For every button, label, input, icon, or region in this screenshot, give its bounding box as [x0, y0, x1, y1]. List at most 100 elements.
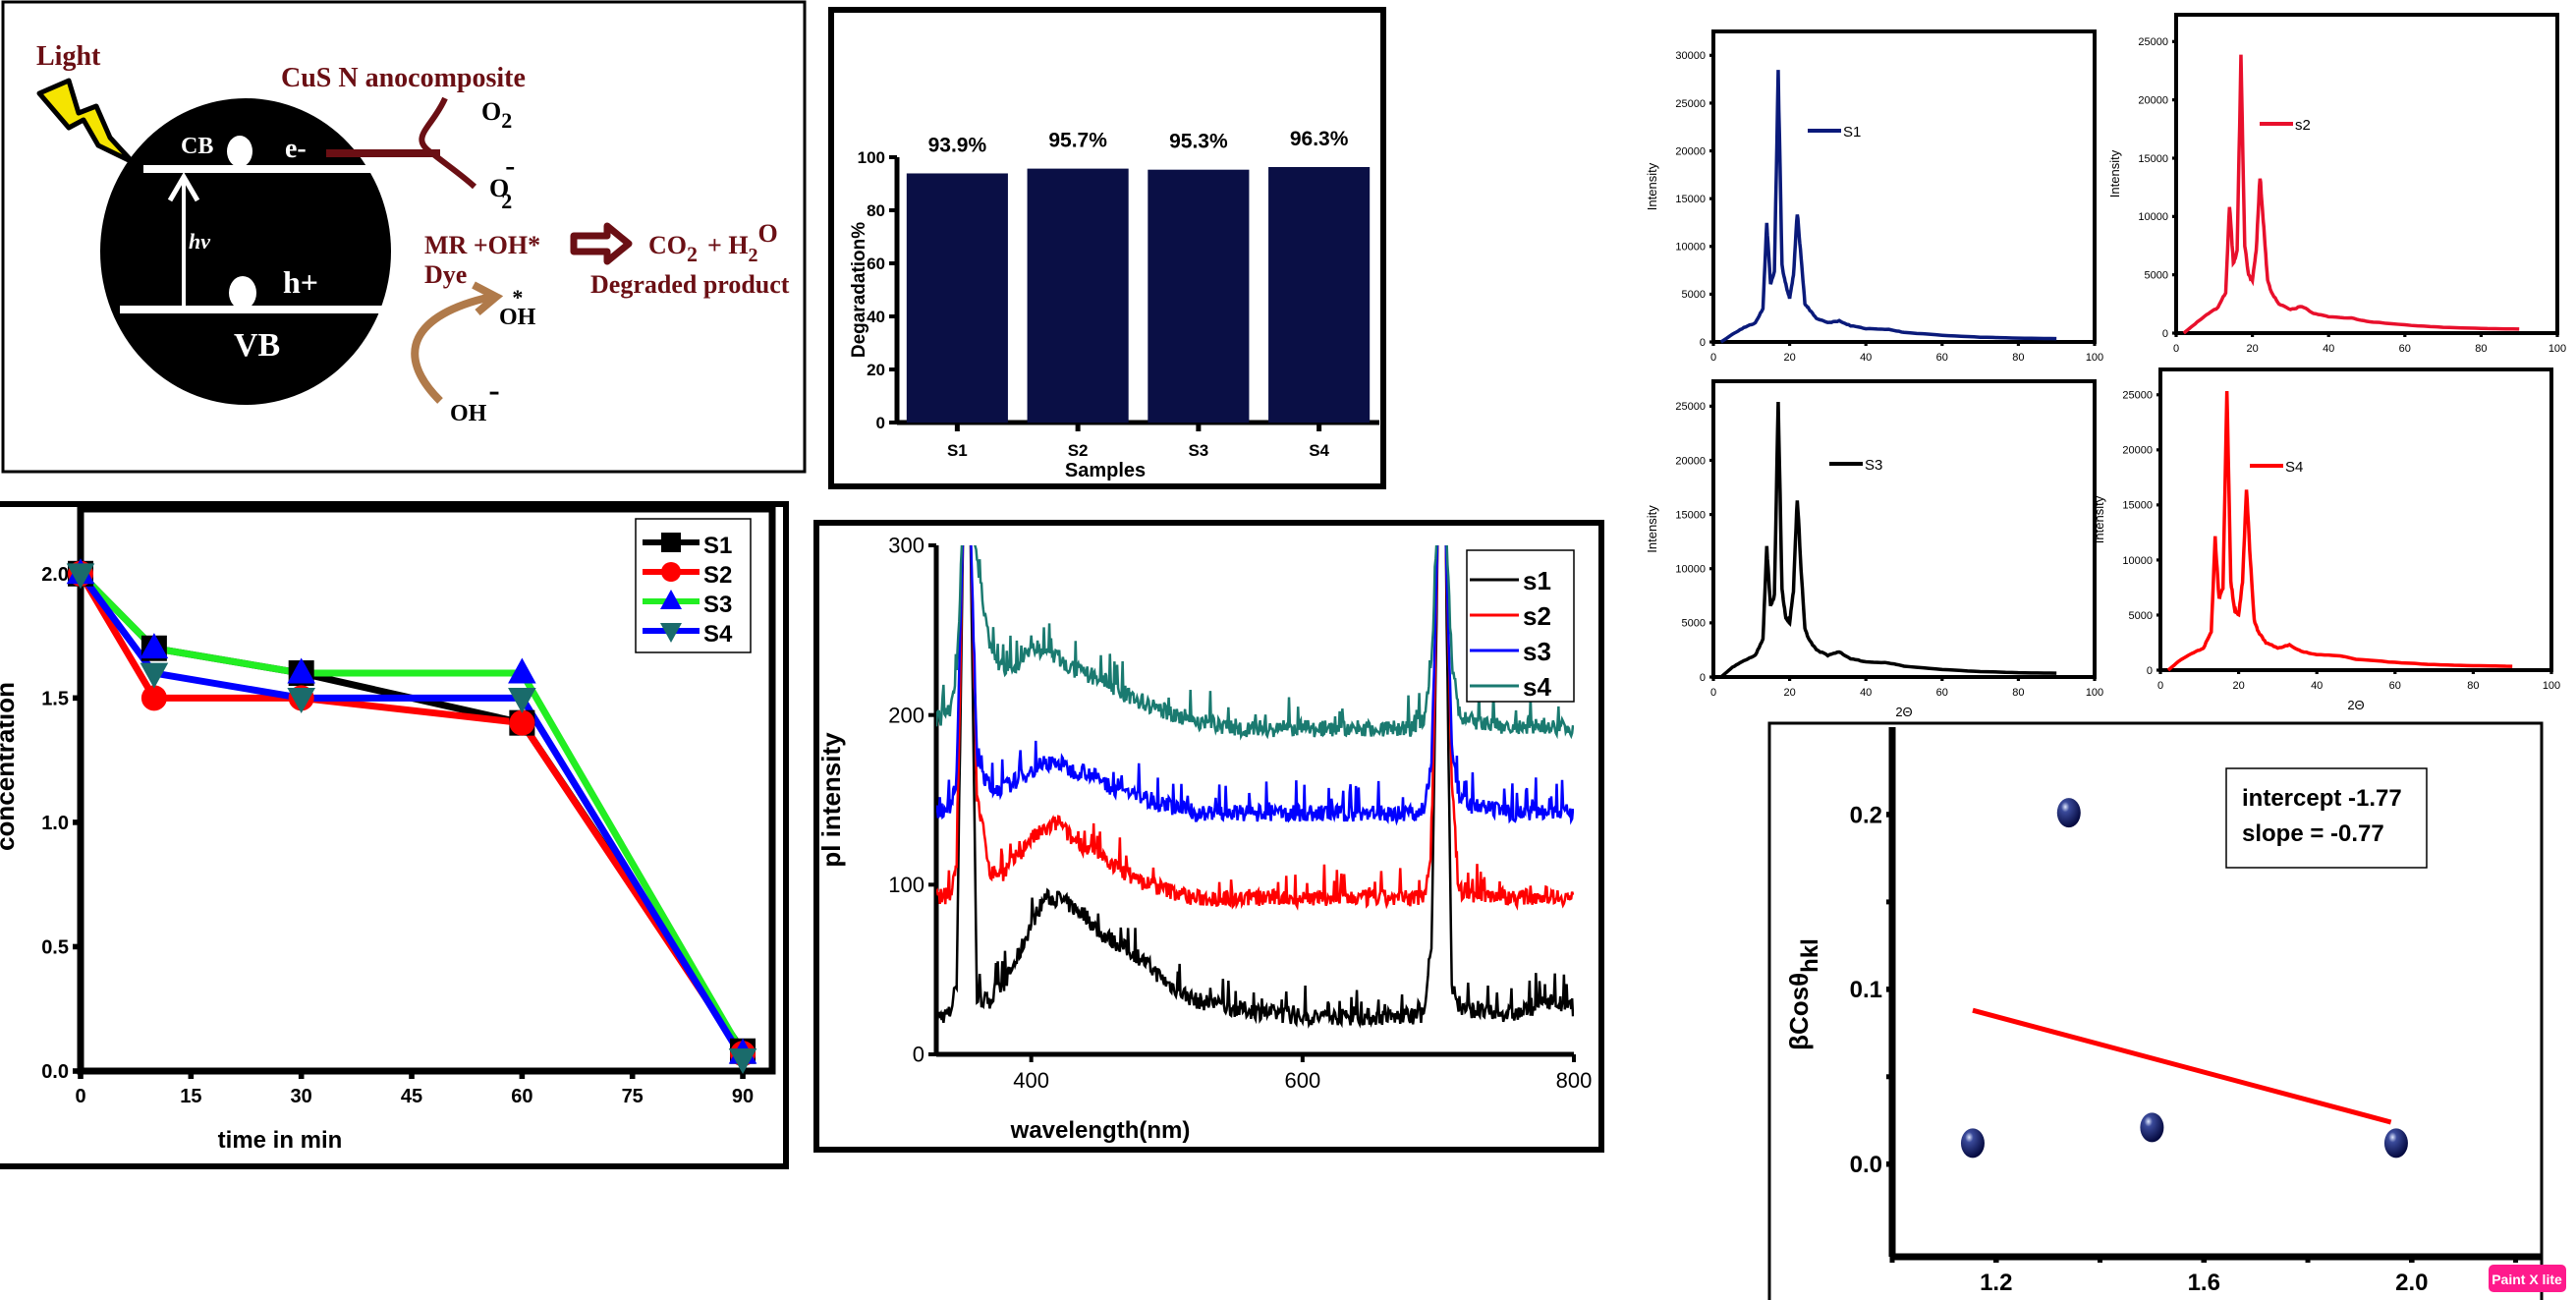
plot-frame	[1711, 379, 2097, 679]
y-tick-label: 0	[2162, 328, 2168, 340]
legend-label: S2	[703, 562, 732, 589]
bar-S1	[906, 173, 1008, 423]
pl-spectra-chart: 0 100 200 300 400 600 800 s1 s2 s3 s4 pl intensity w…	[813, 520, 1604, 1153]
x-tick-label: 15	[180, 1086, 201, 1107]
y-tick-label: 0.5	[41, 936, 69, 958]
plot-frame	[2158, 367, 2553, 672]
x-tick-label: 45	[401, 1086, 422, 1107]
plot-frame	[1711, 29, 2097, 344]
y-tick-label: 0.1	[1850, 977, 1882, 1003]
y-axis-label: Intensity	[1645, 505, 1659, 553]
dye-reaction-label: MR +OH*	[424, 231, 540, 259]
x-tick-label: S1	[947, 441, 968, 460]
data-point	[1960, 1128, 1985, 1159]
marker-triangle-down	[660, 623, 682, 643]
bar-value-label: 96.3%	[1290, 128, 1349, 150]
y-tick-label: 0	[1700, 672, 1706, 684]
series-s3	[936, 545, 1574, 826]
markers-S4	[66, 563, 757, 1074]
annotation-line: slope = -0.77	[2242, 820, 2384, 847]
legend-label: S4	[703, 621, 733, 648]
lightning-bolt-icon	[36, 78, 136, 165]
legend-label: s1	[1523, 566, 1551, 595]
data-point	[2056, 798, 2081, 828]
x-tick-label: 100	[2543, 680, 2560, 692]
bar-value-label: 93.9%	[928, 134, 987, 156]
y-tick-label: 20	[867, 361, 885, 379]
y-tick-label: 0	[913, 1043, 924, 1067]
legend-label: S3	[703, 592, 732, 618]
photon-label: hν	[189, 229, 210, 254]
marker-triangle-up	[660, 590, 682, 609]
legend-label: s2	[1523, 601, 1551, 631]
x-tick-label: 40	[1860, 352, 1872, 364]
data-point	[2383, 1128, 2408, 1159]
hydroxyl-conversion-arrow	[411, 293, 492, 404]
legend-label: s3	[1523, 637, 1551, 666]
bar-value-label: 95.3%	[1169, 131, 1228, 153]
bar-value-label: 95.7%	[1048, 130, 1107, 152]
x-tick-label: 0	[75, 1086, 85, 1107]
series-s2	[2182, 54, 2520, 335]
reaction-arrow-icon	[570, 222, 633, 265]
xrd-s1-chart: 0 5000 10000 15000 20000 25000 30000 0 20 40 60 80 1…	[1645, 29, 2103, 364]
x-tick-label: 0	[2173, 343, 2179, 355]
y-tick-label: 15000	[1675, 194, 1706, 205]
watermark-text: Paint X lite	[2492, 1272, 2562, 1287]
legend: S1 S2 S3 S4	[635, 518, 752, 653]
y-tick-label: 300	[888, 534, 924, 558]
x-tick-label: 40	[2311, 680, 2323, 692]
x-tick-label: 40	[2323, 343, 2334, 355]
marker-circle	[509, 709, 535, 736]
xrd-s3-chart: 0 5000 10000 15000 20000 25000 0 20 40 60 80 100 S3 I…	[1645, 379, 2103, 719]
y-tick-label: 0.0	[41, 1061, 69, 1083]
y-tick-label: 30000	[1675, 50, 1706, 62]
x-tick-label: 80	[2467, 680, 2479, 692]
marker-circle	[661, 562, 681, 582]
series-s4	[936, 545, 1574, 741]
y-tick-label: 10000	[2122, 555, 2153, 567]
series-S4	[2166, 390, 2513, 672]
hole-label: h+	[283, 264, 318, 300]
series-S1	[1719, 70, 2057, 344]
y-tick-label: 2.0	[41, 564, 69, 586]
y-tick-label: 80	[867, 201, 885, 220]
data-point	[2140, 1112, 2164, 1143]
x-tick-label: 400	[1013, 1068, 1049, 1093]
x-tick-label: 60	[511, 1086, 532, 1107]
hydroxyl-radical-label: OH*	[499, 285, 536, 330]
plot-frame	[2174, 13, 2559, 335]
x-tick-label: S2	[1068, 441, 1089, 460]
x-tick-label: 80	[2012, 687, 2024, 699]
cb-label: CB	[181, 134, 213, 159]
y-tick-label: 0	[876, 414, 885, 432]
dye-label: Dye	[424, 260, 467, 289]
y-tick-label: 200	[888, 703, 924, 727]
x-tick-label: 100	[2086, 352, 2103, 364]
series-s2	[936, 545, 1574, 911]
y-tick-label: 0	[2147, 665, 2153, 677]
x-tick-label: 20	[1783, 687, 1795, 699]
degradation-bar-chart: 0 20 40 60 80 100 S1 93.9% S2 95.7% S3 95.3% S4 96.3%…	[828, 7, 1386, 489]
marker-triangle-up	[287, 657, 315, 684]
bar-S4	[1268, 166, 1371, 424]
annotation-box	[2225, 767, 2428, 869]
vb-label: VB	[234, 327, 280, 364]
x-tick-label: 20	[1783, 352, 1795, 364]
x-tick-label: 60	[1936, 687, 1948, 699]
superoxide-label: O-2	[489, 149, 515, 213]
y-tick-label: 20000	[2138, 94, 2168, 106]
y-tick-label: 100	[858, 148, 885, 167]
concentration-line-chart: 0.0 0.5 1.0 1.5 2.0 0 15 30 45 60 75 90 S1 S2 S3 S4 conc…	[0, 501, 789, 1169]
marker-triangle-down	[140, 662, 169, 689]
electron-label: e-	[285, 134, 307, 164]
y-tick-label: 5000	[2129, 610, 2153, 622]
charts-layer: 0 20 40 60 80 100 S1 93.9% S2 95.7% S3 95.3% S4 96.3%…	[0, 7, 2566, 1300]
x-tick-label: 40	[1860, 687, 1872, 699]
x-tick-label: 60	[2399, 343, 2411, 355]
x-tick-label: 0	[1710, 687, 1716, 699]
y-tick-label: 40	[867, 308, 885, 326]
x-tick-label: 800	[1556, 1068, 1593, 1093]
y-tick-label: 20000	[1675, 145, 1706, 157]
